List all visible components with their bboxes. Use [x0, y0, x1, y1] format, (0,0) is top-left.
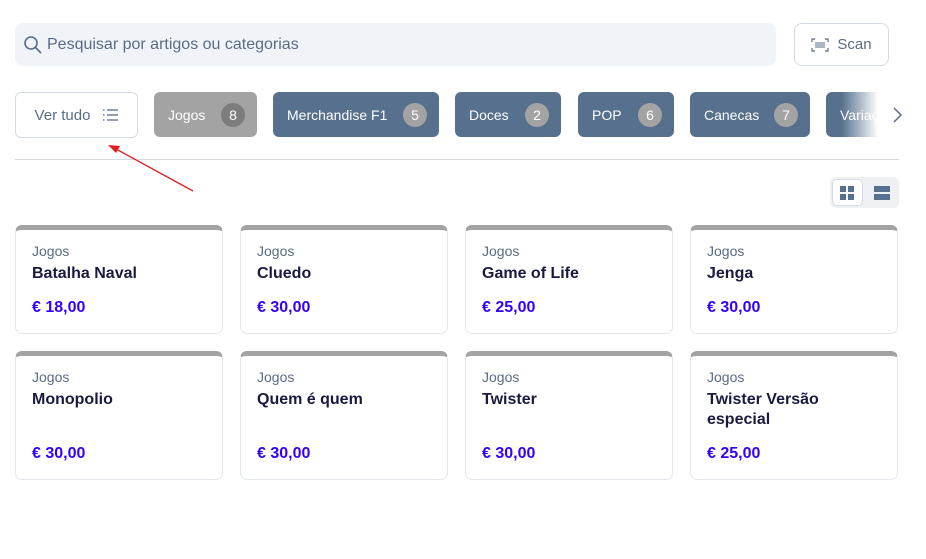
chip-count: 2 [525, 102, 549, 127]
view-all-button[interactable]: Ver tudo [15, 92, 138, 138]
chip-count: 8 [221, 102, 245, 127]
category-chip-variacoes[interactable]: Variaç [826, 92, 878, 137]
product-category: Jogos [257, 369, 295, 385]
product-category: Jogos [707, 243, 745, 259]
product-category: Jogos [32, 243, 70, 259]
category-chip-canecas[interactable]: Canecas 7 [690, 92, 810, 137]
product-category: Jogos [707, 369, 745, 385]
scan-button[interactable]: Scan [794, 23, 889, 66]
chip-label: POP [592, 106, 622, 123]
product-price: € 25,00 [482, 299, 536, 316]
product-name: Monopolio [32, 391, 113, 408]
product-category: Jogos [32, 369, 70, 385]
category-chip-pop[interactable]: POP 6 [578, 92, 674, 137]
divider [15, 159, 899, 160]
product-category: Jogos [482, 369, 520, 385]
search-icon [24, 35, 42, 54]
chip-count: 7 [774, 102, 798, 127]
chevron-right-icon[interactable] [889, 104, 905, 126]
search-input[interactable]: Pesquisar por artigos ou categorias [15, 23, 776, 66]
product-name: Twister [482, 391, 537, 408]
chip-label: Variaç [840, 106, 878, 123]
product-name: Game of Life [482, 265, 579, 282]
chip-count: 6 [638, 102, 662, 127]
category-chip-jogos[interactable]: Jogos 8 [154, 92, 257, 137]
grid-icon [840, 185, 855, 200]
rows-icon [873, 185, 890, 200]
product-card[interactable]: Jogos Game of Life € 25,00 [465, 225, 673, 334]
list-icon [103, 109, 119, 121]
chip-count: 5 [403, 102, 427, 127]
product-card[interactable]: Jogos Quem é quem € 30,00 [240, 351, 448, 480]
product-price: € 30,00 [257, 445, 311, 462]
product-card[interactable]: Jogos Twister Versão especial € 25,00 [690, 351, 898, 480]
scan-label: Scan [837, 36, 872, 53]
product-category: Jogos [482, 243, 520, 259]
product-name: Twister Versão especial [707, 391, 819, 428]
product-card[interactable]: Jogos Jenga € 30,00 [690, 225, 898, 334]
chip-label: Canecas [704, 106, 760, 123]
product-price: € 18,00 [32, 299, 86, 316]
product-price: € 30,00 [257, 299, 311, 316]
list-view-button[interactable] [867, 179, 897, 206]
product-price: € 30,00 [32, 445, 86, 462]
search-placeholder: Pesquisar por artigos ou categorias [47, 35, 299, 53]
product-name: Quem é quem [257, 391, 363, 408]
product-price: € 25,00 [707, 445, 761, 462]
category-chip-doces[interactable]: Doces 2 [455, 92, 561, 137]
product-category: Jogos [257, 243, 295, 259]
view-toggle [830, 177, 899, 208]
chip-label: Merchandise F1 [287, 106, 388, 123]
product-name: Jenga [707, 265, 754, 282]
product-price: € 30,00 [482, 445, 536, 462]
product-name: Cluedo [257, 265, 312, 282]
grid-view-button[interactable] [832, 179, 863, 206]
product-name: Batalha Naval [32, 265, 137, 282]
product-price: € 30,00 [707, 299, 761, 316]
product-card[interactable]: Jogos Cluedo € 30,00 [240, 225, 448, 334]
product-card[interactable]: Jogos Monopolio € 30,00 [15, 351, 223, 480]
product-card[interactable]: Jogos Batalha Naval € 18,00 [15, 225, 223, 334]
category-chip-merchandise-f1[interactable]: Merchandise F1 5 [273, 92, 439, 137]
chip-label: Doces [469, 106, 509, 123]
barcode-icon [811, 37, 829, 52]
product-card[interactable]: Jogos Twister € 30,00 [465, 351, 673, 480]
chip-label: Jogos [168, 106, 206, 123]
view-all-label: Ver tudo [34, 106, 91, 124]
